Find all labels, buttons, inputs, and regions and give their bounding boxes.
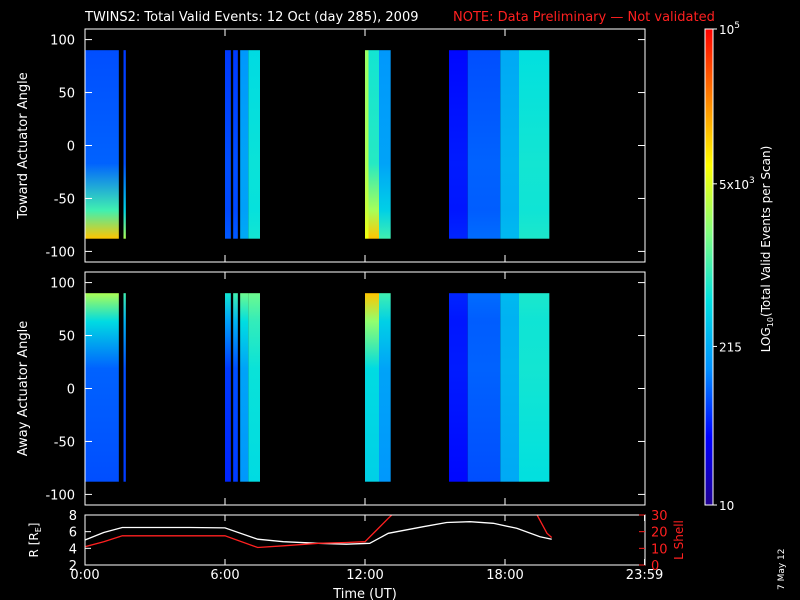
heatmap-segment bbox=[225, 50, 231, 239]
right-y-tick-label: 0 bbox=[651, 559, 659, 574]
colorbar: 105 5x103 215 10 LOG10(Total Valid Events pe… bbox=[704, 21, 775, 513]
y-tick-label: 100 bbox=[50, 34, 75, 49]
heatmap-segment bbox=[233, 293, 238, 482]
left-y-tick-label: 4 bbox=[69, 542, 77, 557]
right-y-tick-label: 30 bbox=[651, 509, 668, 524]
x-tick-label: 6:00 bbox=[210, 568, 239, 583]
radius-line bbox=[85, 521, 552, 545]
plot-frame bbox=[84, 514, 646, 566]
y-tick-label: 50 bbox=[58, 330, 75, 345]
heatmap-segment bbox=[240, 293, 249, 482]
heatmap-segment bbox=[379, 50, 391, 239]
colorbar-label: LOG10(Total Valid Events per Scan) bbox=[759, 146, 775, 353]
away-heatmap-panel: 100 50 0 -50 -100 Away Actuator Angle bbox=[16, 271, 646, 506]
heatmap-segment bbox=[123, 293, 126, 482]
colorbar-gradient bbox=[704, 28, 714, 506]
x-tick-label: 12:00 bbox=[346, 568, 383, 583]
heatmap-segment bbox=[379, 293, 391, 482]
colorbar-tick-label: 10 bbox=[719, 499, 734, 513]
heatmap-segment bbox=[500, 50, 519, 239]
left-axis-label: R [RE] bbox=[27, 523, 43, 558]
x-tick-label: 0:00 bbox=[70, 568, 99, 583]
heatmap-segment bbox=[248, 293, 260, 482]
y-tick-label: -50 bbox=[54, 435, 75, 450]
heatmap-segment bbox=[365, 293, 379, 482]
heatmap-segment bbox=[519, 50, 550, 239]
y-tick-label: 100 bbox=[50, 277, 75, 292]
y-tick-label: 0 bbox=[67, 383, 75, 398]
heatmap-segment bbox=[449, 50, 468, 239]
figure-title: TWINS2: Total Valid Events: 12 Oct (day … bbox=[84, 10, 419, 25]
colorbar-tick-label: 215 bbox=[719, 340, 742, 354]
y-tick-label: 50 bbox=[58, 87, 75, 102]
colorbar-tick-label: 105 bbox=[719, 21, 740, 37]
heatmap-segment bbox=[519, 293, 550, 482]
right-axis-label: L Shell bbox=[672, 520, 686, 560]
heatmap-segment bbox=[240, 50, 249, 239]
heatmap-segment bbox=[368, 50, 379, 239]
heatmap-segment bbox=[225, 293, 231, 482]
y-axis-label: Toward Actuator Angle bbox=[16, 72, 31, 219]
heatmap-segment bbox=[85, 293, 119, 482]
heatmap-segment bbox=[467, 50, 501, 239]
right-y-tick-label: 20 bbox=[651, 526, 668, 541]
heatmap-segment bbox=[248, 50, 260, 239]
heatmap-segment bbox=[365, 50, 369, 239]
y-tick-label: -100 bbox=[45, 245, 75, 260]
heatmap-segment bbox=[233, 50, 238, 239]
colorbar-tick-label: 5x103 bbox=[719, 176, 755, 192]
y-axis-label: Away Actuator Angle bbox=[16, 321, 31, 456]
right-y-tick-label: 10 bbox=[651, 542, 668, 557]
y-tick-label: -50 bbox=[54, 192, 75, 207]
heatmap-segment bbox=[123, 50, 126, 239]
toward-heatmap-panel: 100 50 0 -50 -100 Toward Actuator Angle bbox=[16, 28, 646, 263]
y-tick-label: 0 bbox=[67, 140, 75, 155]
preliminary-note: NOTE: Data Preliminary — Not validated bbox=[453, 10, 715, 25]
l-shell-line bbox=[85, 515, 553, 549]
x-axis-label: Time (UT) bbox=[332, 587, 397, 600]
x-tick-label: 18:00 bbox=[486, 568, 523, 583]
left-y-tick-label: 6 bbox=[69, 526, 77, 541]
left-y-tick-label: 2 bbox=[69, 559, 77, 574]
y-tick-label: -100 bbox=[45, 488, 75, 503]
heatmap-segment bbox=[467, 293, 501, 482]
x-tick-label: 23:59 bbox=[626, 568, 663, 583]
heatmap-segment bbox=[500, 293, 519, 482]
heatmap-segment bbox=[85, 50, 119, 239]
date-stamp: 7 May 12 bbox=[777, 548, 787, 590]
left-y-tick-label: 8 bbox=[69, 509, 77, 524]
heatmap-segment bbox=[449, 293, 468, 482]
